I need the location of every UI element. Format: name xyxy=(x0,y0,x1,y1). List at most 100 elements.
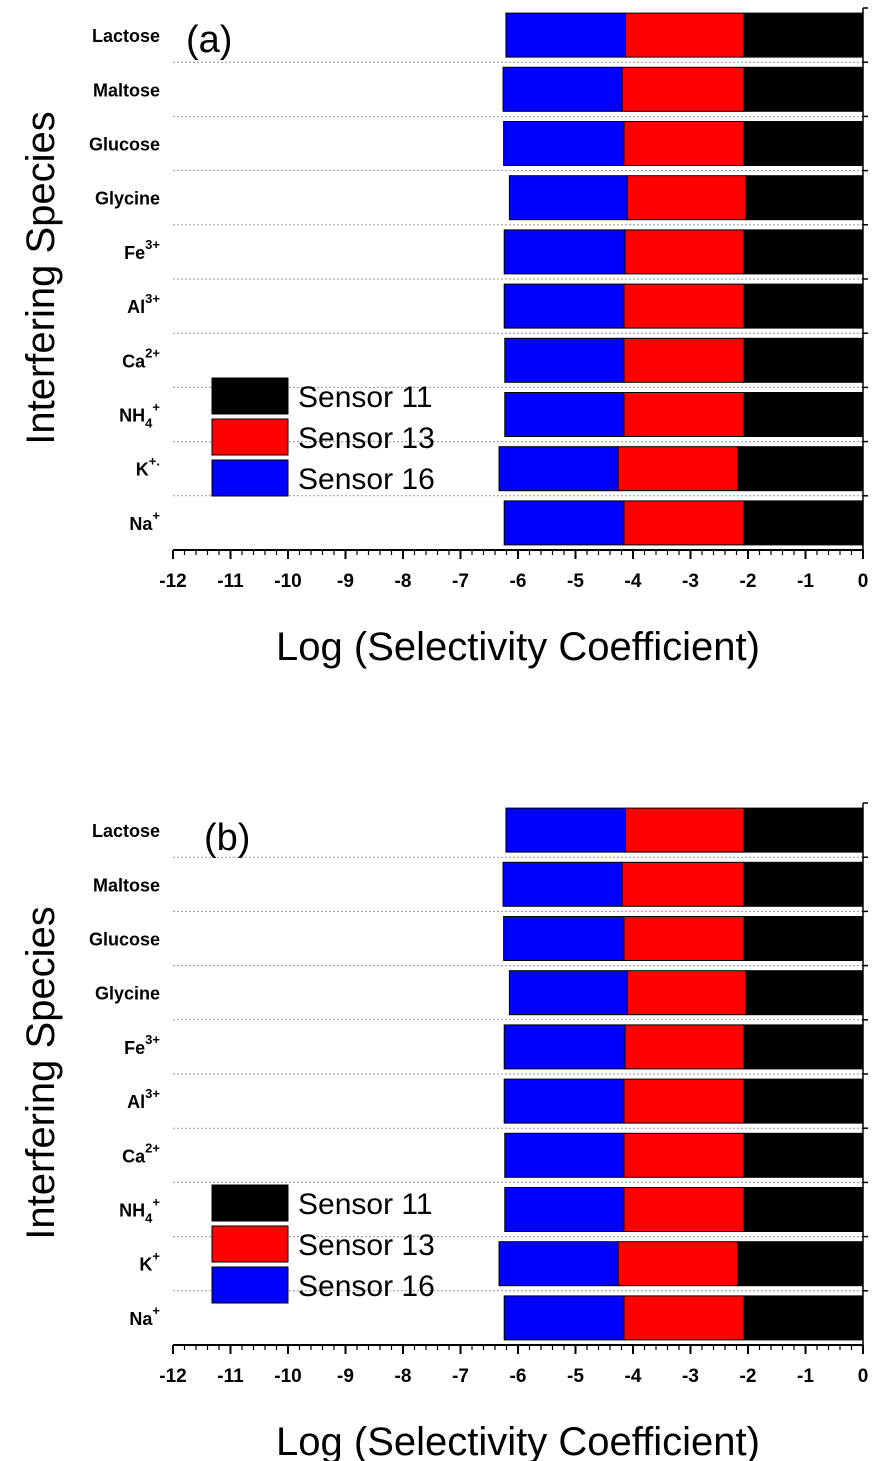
category-label: Glucose xyxy=(89,135,160,155)
legend-label: Sensor 16 xyxy=(298,463,435,496)
y-axis-title: Interfering Species xyxy=(19,906,63,1240)
x-tick-label: -5 xyxy=(567,1366,584,1387)
bar-sensor-13-lactose xyxy=(625,12,745,58)
bar-sensor-16-lactose xyxy=(505,807,627,853)
category-label: Lactose xyxy=(92,26,160,46)
category-label: Glucose xyxy=(89,930,160,950)
category-label: Na+ xyxy=(129,508,160,534)
x-tick-label: -10 xyxy=(274,1366,301,1387)
bar-sensor-16-glucose xyxy=(503,121,625,166)
legend-swatch xyxy=(211,418,289,456)
bar-sensor-11-fe xyxy=(743,1024,864,1070)
bar-sensor-11-nh xyxy=(743,392,864,437)
bar-sensor-13-glycine xyxy=(626,175,747,221)
legend-swatch xyxy=(211,1225,289,1263)
bar-sensor-11-glycine xyxy=(745,175,864,221)
bar-sensor-13-glucose xyxy=(623,121,745,166)
bar-sensor-13-ca xyxy=(623,1132,745,1178)
x-tick-label: -8 xyxy=(395,571,412,592)
legend-swatch xyxy=(211,1184,289,1222)
category-label: Na+ xyxy=(129,1303,160,1329)
bar-sensor-16-glycine xyxy=(508,970,628,1016)
bar-sensor-13-nh xyxy=(623,392,745,437)
x-tick-label: -2 xyxy=(740,571,757,592)
bar-sensor-13-al xyxy=(623,1078,745,1124)
bar-sensor-11-na xyxy=(743,1295,864,1341)
panel-label: (b) xyxy=(204,817,250,859)
bar-sensor-13-glycine xyxy=(626,970,747,1016)
bar-sensor-16-lactose xyxy=(505,12,627,58)
bar-sensor-13-k xyxy=(617,1241,739,1287)
category-label: Fe3+ xyxy=(124,237,160,263)
bar-sensor-11-glucose xyxy=(743,121,864,166)
legend-label: Sensor 13 xyxy=(298,422,435,455)
bar-sensor-11-k xyxy=(737,1241,864,1287)
panel-label: (a) xyxy=(186,19,232,61)
x-tick-label: -4 xyxy=(625,571,642,592)
bar-sensor-16-k xyxy=(498,446,619,492)
bar-sensor-16-nh xyxy=(504,1187,625,1232)
category-label: Al3+ xyxy=(127,1086,160,1112)
bar-sensor-16-na xyxy=(503,1295,625,1341)
bar-sensor-13-fe xyxy=(624,1024,745,1070)
bar-sensor-16-nh xyxy=(504,392,625,437)
x-tick-label: 0 xyxy=(858,571,869,592)
x-tick-label: -6 xyxy=(510,571,527,592)
category-label: Maltose xyxy=(93,80,160,100)
bar-sensor-13-maltose xyxy=(621,66,745,112)
legend-label: Sensor 13 xyxy=(298,1229,435,1262)
x-tick-label: -5 xyxy=(567,571,584,592)
category-label: Maltose xyxy=(93,875,160,895)
category-label: Al3+ xyxy=(127,291,160,317)
bar-sensor-11-na xyxy=(743,500,864,546)
x-tick-label: -4 xyxy=(625,1366,642,1387)
x-tick-label: -3 xyxy=(682,571,699,592)
bar-sensor-13-al xyxy=(623,283,745,329)
x-tick-label: -6 xyxy=(510,1366,527,1387)
bar-sensor-16-glycine xyxy=(508,175,628,221)
legend-label: Sensor 16 xyxy=(298,1270,435,1303)
category-label: K+ xyxy=(139,1249,160,1275)
legend-label: Sensor 11 xyxy=(298,381,433,414)
x-tick-label: -1 xyxy=(797,571,814,592)
category-label: NH4+ xyxy=(119,400,160,431)
bar-sensor-11-fe xyxy=(743,229,864,275)
bar-sensor-16-na xyxy=(503,500,625,546)
x-tick-label: -7 xyxy=(452,571,469,592)
legend: Sensor 11 Sensor 13 Sensor 16 xyxy=(211,1184,435,1304)
x-tick-label: -1 xyxy=(797,1366,814,1387)
category-label: Ca2+ xyxy=(122,345,160,371)
bar-sensor-11-al xyxy=(743,283,864,329)
bar-sensor-13-fe xyxy=(624,229,745,275)
bar-sensor-11-ca xyxy=(743,337,864,383)
panel-b: Lactose Maltose Glucose Glycine Fe3+ Al3+ Ca2+… xyxy=(19,802,869,1461)
bar-sensor-16-maltose xyxy=(502,66,623,112)
x-tick-label: -12 xyxy=(159,1366,186,1387)
bar-sensor-13-maltose xyxy=(621,861,745,907)
panel-a: Lactose Maltose Glucose Glycine Fe3+ Al3+ Ca2+… xyxy=(19,7,869,669)
bar-sensor-13-glucose xyxy=(623,916,745,961)
bar-sensor-11-maltose xyxy=(743,861,864,907)
x-axis-title: Log (Selectivity Coefficient) xyxy=(276,1420,760,1461)
bar-sensor-16-al xyxy=(503,1078,625,1124)
y-axis-title: Interfering Species xyxy=(19,111,63,445)
bar-sensor-13-na xyxy=(623,500,745,546)
legend-swatch xyxy=(211,1266,289,1304)
x-tick-label: -12 xyxy=(159,571,186,592)
category-label: Glycine xyxy=(95,189,160,209)
legend: Sensor 11 Sensor 13 Sensor 16 xyxy=(211,377,435,497)
bar-sensor-13-na xyxy=(623,1295,745,1341)
bar-sensor-16-fe xyxy=(503,1024,626,1070)
category-label: Fe3+ xyxy=(124,1032,160,1058)
legend-swatch xyxy=(211,459,289,497)
x-tick-label: -11 xyxy=(217,1366,244,1387)
category-label: NH4+ xyxy=(119,1195,160,1226)
bar-sensor-11-maltose xyxy=(743,66,864,112)
x-tick-label: -9 xyxy=(337,571,354,592)
bar-sensor-11-glucose xyxy=(743,916,864,961)
bar-sensor-13-nh xyxy=(623,1187,745,1232)
x-tick-label: -11 xyxy=(217,571,244,592)
x-tick-label: 0 xyxy=(858,1366,869,1387)
bar-sensor-13-lactose xyxy=(625,807,745,853)
x-axis-title: Log (Selectivity Coefficient) xyxy=(276,625,760,669)
